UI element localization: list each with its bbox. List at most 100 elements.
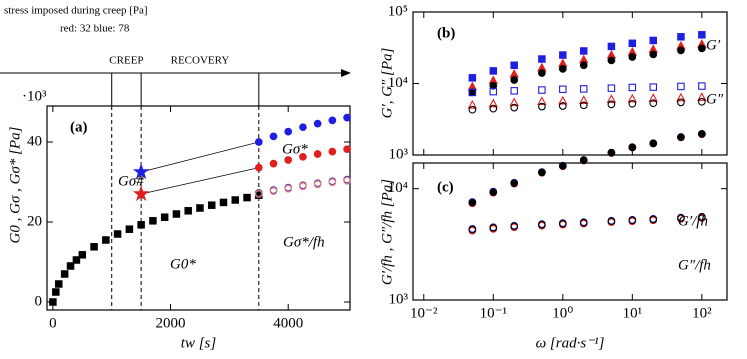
data-point <box>269 132 278 141</box>
data-point <box>538 69 546 77</box>
data-point <box>102 236 110 244</box>
y-tick-label: 10⁴ <box>388 75 408 91</box>
data-point <box>313 180 322 189</box>
data-point <box>649 50 658 59</box>
x-axis-label: tw [s] <box>181 335 217 351</box>
y-tick-label: 20 <box>27 213 42 229</box>
y-multiplier: ·10³ <box>22 88 47 104</box>
data-point <box>219 198 228 207</box>
data-point <box>468 88 477 97</box>
caption-subtitle: red: 32 blue: 78 <box>60 23 130 35</box>
annotation: G″/fh <box>678 257 711 273</box>
data-point <box>558 95 568 105</box>
data-point <box>149 217 157 225</box>
data-point <box>489 81 498 90</box>
data-point <box>509 97 519 107</box>
data-point <box>510 61 518 69</box>
annotation: G″ <box>706 91 724 107</box>
data-point <box>313 150 322 158</box>
data-point <box>628 216 637 225</box>
phase-label: CREEP <box>109 55 143 67</box>
y-axis-label: G′/fh , G″/fh [Pa] <box>379 179 395 285</box>
data-point <box>698 130 706 138</box>
x-tick-label: 10⁰ <box>552 305 573 321</box>
data-point <box>468 88 477 97</box>
x-tick-label: 4000 <box>273 315 303 331</box>
data-point <box>489 104 498 113</box>
data-point <box>254 190 263 198</box>
data-point <box>52 288 60 296</box>
data-point <box>113 230 122 238</box>
guide-line <box>141 167 259 195</box>
data-point <box>579 156 588 165</box>
data-point <box>607 56 616 65</box>
y-tick-label: 40 <box>27 133 42 149</box>
data-point <box>172 210 181 218</box>
data-point <box>559 85 567 94</box>
data-point <box>467 99 478 109</box>
data-point <box>284 156 293 164</box>
data-point <box>489 87 498 96</box>
data-point <box>607 84 616 92</box>
data-point <box>677 133 685 142</box>
data-point <box>132 185 150 202</box>
phase-label: RECOVERY <box>171 55 230 67</box>
data-point <box>677 98 685 107</box>
y-tick-label: 0 <box>35 293 43 309</box>
data-point <box>649 36 658 45</box>
annotation: G′ <box>706 37 721 53</box>
data-point <box>698 31 706 39</box>
data-point <box>299 152 307 161</box>
data-point <box>607 42 616 51</box>
data-point <box>649 99 658 108</box>
data-point <box>559 51 567 59</box>
data-point <box>649 215 658 224</box>
data-point <box>269 187 278 196</box>
data-point <box>697 92 707 101</box>
data-point <box>299 182 307 191</box>
data-point <box>125 225 134 233</box>
data-point <box>254 163 263 172</box>
data-point <box>628 99 637 108</box>
data-point <box>628 53 637 61</box>
data-point <box>269 159 278 168</box>
data-point <box>72 256 81 264</box>
data-point <box>254 138 263 146</box>
data-point <box>328 147 337 156</box>
data-point <box>649 83 658 91</box>
annotation: Gσ*/fh <box>283 234 325 250</box>
data-point <box>579 61 588 70</box>
data-point <box>579 95 589 104</box>
annotation: G0* <box>170 256 196 272</box>
y-tick-label: 10⁵ <box>388 3 408 19</box>
data-point <box>698 82 706 90</box>
data-point <box>510 222 519 231</box>
data-point <box>606 94 617 103</box>
caption-title: stress imposed during creep [Pa] <box>4 5 148 17</box>
data-point <box>90 243 98 251</box>
data-point <box>137 221 145 229</box>
y-tick-label: 10³ <box>389 291 409 307</box>
data-point <box>510 87 518 95</box>
data-point <box>579 85 588 93</box>
data-point <box>558 102 567 110</box>
data-point <box>49 298 57 306</box>
x-axis-label: ω [rad·s⁻¹] <box>536 335 605 351</box>
data-point <box>510 76 519 84</box>
data-point <box>677 214 685 222</box>
panel-label: (a) <box>70 119 88 135</box>
data-point <box>343 113 351 122</box>
y-axis-label: G′, G″ [Pa] <box>379 47 395 118</box>
data-point <box>698 213 706 221</box>
data-point <box>489 223 498 232</box>
data-point <box>328 116 337 125</box>
data-point <box>558 65 567 73</box>
data-point <box>489 188 498 197</box>
data-point <box>468 74 477 82</box>
data-point <box>558 162 567 170</box>
data-point <box>343 176 351 185</box>
data-point <box>468 225 477 234</box>
data-point <box>538 168 546 177</box>
x-tick-label: 10¹ <box>623 305 643 321</box>
